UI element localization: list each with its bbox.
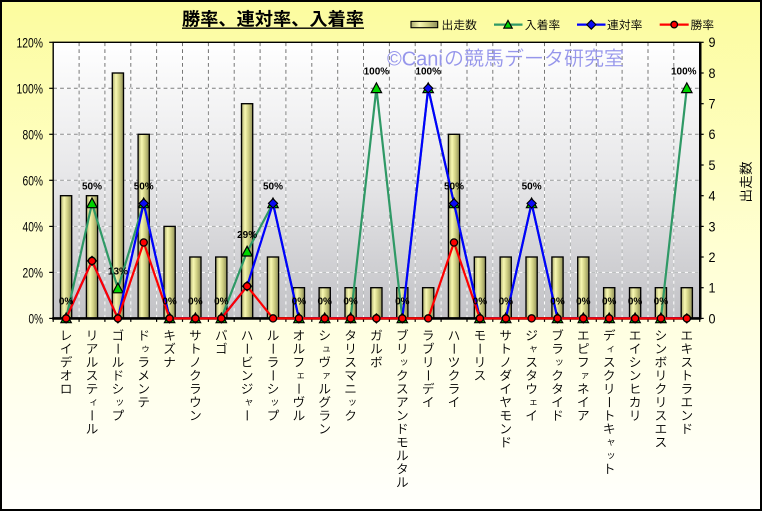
svg-text:13%: 13%	[108, 267, 128, 278]
svg-text:3: 3	[709, 219, 716, 234]
svg-text:0%: 0%	[188, 297, 203, 308]
svg-text:29%: 29%	[237, 230, 257, 241]
svg-text:0%: 0%	[499, 297, 514, 308]
svg-text:0%: 0%	[654, 297, 669, 308]
svg-text:9: 9	[709, 35, 716, 50]
svg-text:50%: 50%	[522, 182, 542, 193]
svg-text:0: 0	[709, 311, 716, 326]
svg-text:50%: 50%	[263, 182, 283, 193]
svg-text:0%: 0%	[628, 297, 643, 308]
svg-text:100%: 100%	[671, 66, 697, 77]
svg-text:©Cani: ©Cani	[387, 48, 443, 70]
svg-text:8: 8	[709, 66, 716, 81]
svg-text:0%: 0%	[602, 297, 617, 308]
svg-text:6: 6	[709, 127, 716, 142]
svg-text:100%: 100%	[17, 81, 44, 96]
svg-text:20%: 20%	[23, 265, 44, 280]
svg-text:0%: 0%	[395, 297, 410, 308]
svg-text:0%: 0%	[473, 297, 488, 308]
svg-text:5: 5	[709, 158, 716, 173]
svg-text:50%: 50%	[82, 182, 102, 193]
svg-text:60%: 60%	[23, 173, 44, 188]
svg-text:100%: 100%	[415, 66, 441, 77]
svg-text:40%: 40%	[23, 219, 44, 234]
svg-text:0%: 0%	[550, 297, 565, 308]
svg-text:50%: 50%	[134, 182, 154, 193]
svg-text:2: 2	[709, 250, 716, 265]
svg-text:0%: 0%	[343, 297, 358, 308]
svg-text:0%: 0%	[292, 297, 307, 308]
svg-text:0%: 0%	[162, 297, 177, 308]
svg-text:1: 1	[709, 281, 716, 296]
svg-text:0%: 0%	[576, 297, 591, 308]
svg-text:50%: 50%	[444, 182, 464, 193]
svg-text:120%: 120%	[17, 35, 44, 50]
svg-text:7: 7	[709, 97, 716, 112]
svg-text:0%: 0%	[29, 311, 44, 326]
svg-text:0%: 0%	[317, 297, 332, 308]
svg-text:100%: 100%	[364, 66, 390, 77]
svg-text:0%: 0%	[214, 297, 229, 308]
svg-text:0%: 0%	[59, 297, 74, 308]
svg-text:4: 4	[709, 189, 716, 204]
svg-text:80%: 80%	[23, 127, 44, 142]
